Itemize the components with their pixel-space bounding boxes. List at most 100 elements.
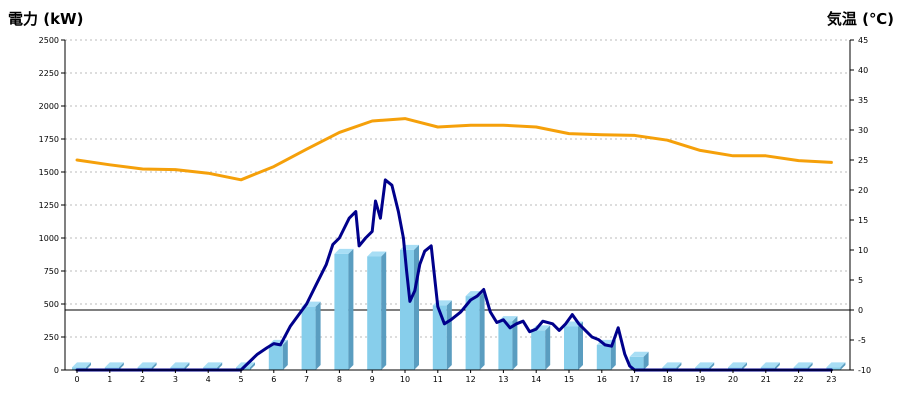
right-tick-label: 20 (858, 186, 868, 195)
right-tick-label: 5 (858, 276, 863, 285)
bar-17 (629, 351, 649, 370)
x-tick-label: 19 (695, 375, 705, 384)
right-tick-label: 15 (858, 216, 868, 225)
bar-front (465, 296, 480, 370)
bar-side (545, 325, 551, 370)
x-tick-label: 9 (370, 375, 375, 384)
bar-front (334, 253, 349, 370)
bar-side (250, 362, 255, 370)
bar-front (367, 256, 382, 370)
x-tick-label: 17 (630, 375, 640, 384)
bar-top (367, 251, 387, 257)
bar-side (446, 300, 452, 370)
right-axis-title: 気温 (℃) (827, 10, 894, 28)
left-tick-label: 1750 (39, 135, 59, 144)
x-tick-label: 12 (466, 375, 476, 384)
x-tick-label: 21 (761, 375, 771, 384)
bar-side (512, 316, 518, 370)
bar-9 (367, 251, 387, 370)
bar-side (381, 251, 387, 370)
bar-side (709, 362, 715, 370)
x-tick-label: 1 (107, 375, 112, 384)
bar-top (695, 362, 715, 368)
bar-7 (301, 301, 321, 370)
right-tick-label: 35 (858, 96, 868, 105)
x-tick-label: 10 (400, 375, 410, 384)
bar-top (760, 362, 780, 368)
left-tick-label: 250 (44, 333, 59, 342)
x-tick-label: 15 (564, 375, 574, 384)
bar-12 (465, 291, 485, 370)
x-tick-label: 0 (74, 375, 79, 384)
bar-front (596, 344, 611, 370)
bar-side (414, 244, 419, 370)
right-tick-label: 30 (858, 126, 868, 135)
bar-23 (826, 362, 846, 370)
left-tick-label: 1500 (39, 168, 59, 177)
temperature-line (75, 117, 833, 182)
x-tick-label: 5 (238, 375, 243, 384)
x-tick-label: 22 (794, 375, 804, 384)
left-tick-label: 0 (54, 366, 59, 375)
right-tick-label: 45 (858, 36, 868, 45)
bar-front (400, 249, 414, 370)
bar-top (629, 351, 649, 357)
bar-front (826, 367, 841, 370)
bar-side (807, 362, 813, 370)
x-tick-label: 3 (173, 375, 178, 384)
bar-front (268, 344, 283, 370)
x-tick-label: 20 (728, 375, 738, 384)
bar-top (104, 362, 124, 368)
left-tick-label: 2250 (39, 69, 59, 78)
bar-layer (72, 244, 846, 370)
bar-14 (531, 325, 551, 370)
right-tick-label: 0 (858, 306, 863, 315)
bar-side (118, 362, 124, 370)
bar-side (840, 362, 846, 370)
x-tick-label: 13 (498, 375, 508, 384)
right-tick-label: -10 (858, 366, 871, 375)
bar-13 (498, 316, 518, 370)
x-tick-label: 11 (433, 375, 443, 384)
axis-layer: 02505007501000125015001750200022502500-1… (39, 36, 871, 384)
left-tick-label: 500 (44, 300, 59, 309)
left-tick-label: 2500 (39, 36, 59, 45)
bar-side (217, 362, 223, 370)
right-tick-label: 40 (858, 66, 868, 75)
x-tick-label: 7 (304, 375, 309, 384)
bar-front (301, 306, 316, 370)
bar-front (564, 326, 578, 370)
x-tick-label: 8 (337, 375, 342, 384)
bar-side (184, 362, 190, 370)
bar-top (826, 362, 846, 368)
bar-front (498, 321, 513, 370)
left-axis-title: 電力 (kW) (8, 10, 83, 28)
x-tick-label: 6 (271, 375, 276, 384)
bar-side (348, 248, 354, 370)
bar-side (151, 362, 157, 370)
bar-top (728, 362, 747, 368)
bar-top (203, 362, 223, 368)
bar-top (793, 362, 813, 368)
bar-front (531, 330, 546, 370)
x-tick-label: 4 (206, 375, 211, 384)
line-layer (75, 117, 833, 372)
bar-side (86, 362, 91, 370)
bar-front (629, 356, 644, 370)
bar-side (315, 301, 321, 370)
x-tick-label: 16 (597, 375, 607, 384)
bar-top (170, 362, 190, 368)
bar-side (774, 362, 780, 370)
left-tick-label: 1250 (39, 201, 59, 210)
right-tick-label: 10 (858, 246, 868, 255)
x-tick-label: 14 (531, 375, 541, 384)
bar-15 (564, 321, 583, 370)
x-tick-label: 18 (662, 375, 672, 384)
bar-top (662, 362, 682, 368)
right-tick-label: 25 (858, 156, 868, 165)
right-tick-label: -5 (858, 336, 866, 345)
x-tick-label: 2 (140, 375, 145, 384)
bar-top (334, 248, 354, 254)
bar-side (578, 321, 583, 370)
